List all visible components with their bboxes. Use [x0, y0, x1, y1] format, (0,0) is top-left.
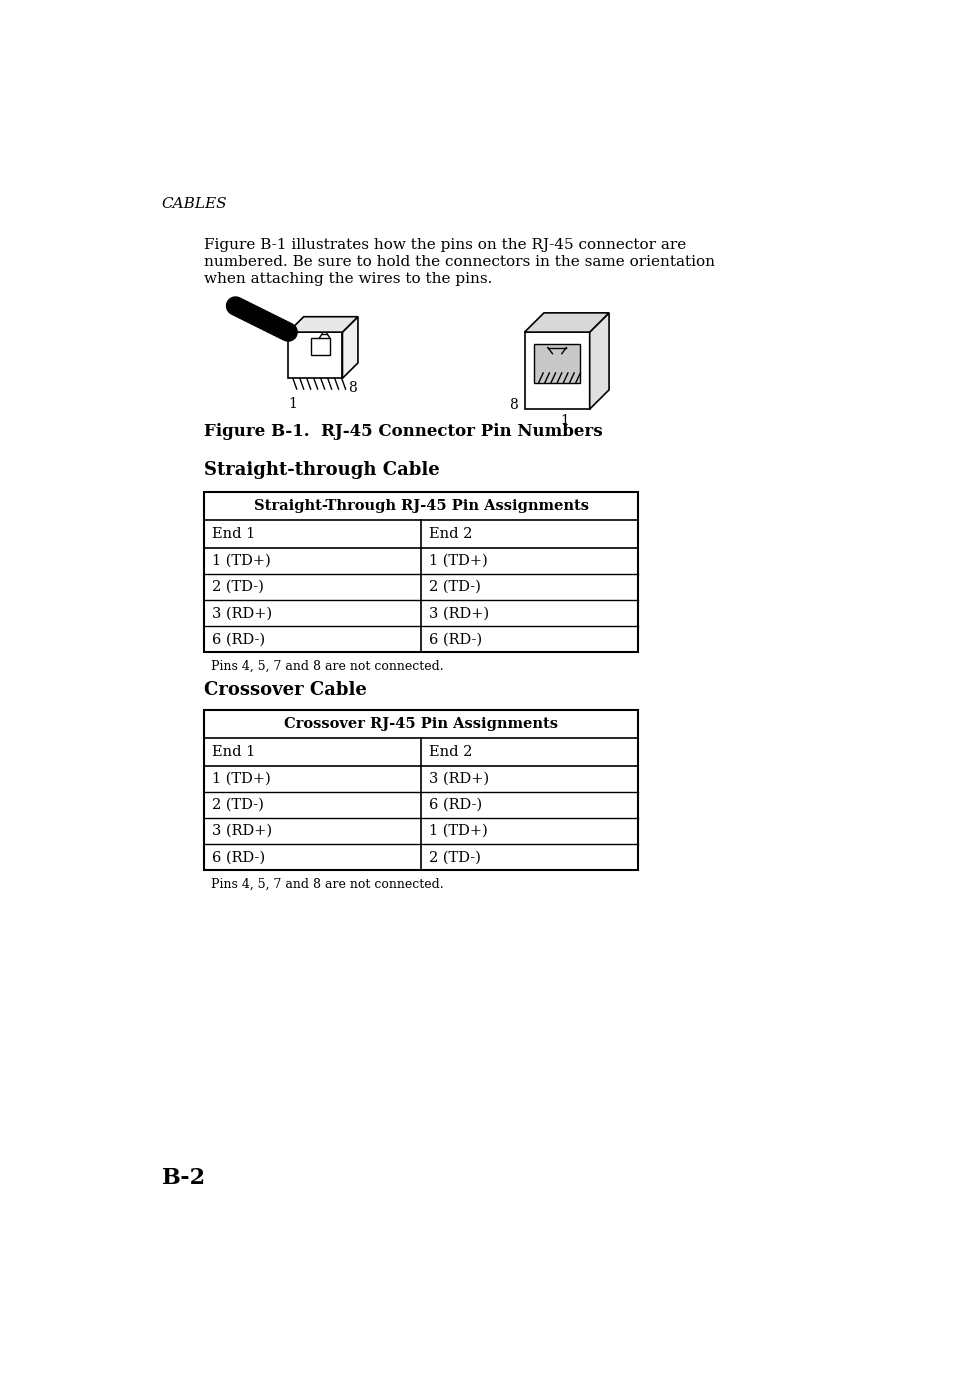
Text: 1: 1	[559, 414, 569, 428]
Text: 6 (RD-): 6 (RD-)	[429, 633, 482, 647]
Text: 3 (RD+): 3 (RD+)	[212, 824, 273, 838]
Text: 1 (TD+): 1 (TD+)	[212, 772, 271, 786]
Polygon shape	[524, 332, 589, 409]
Text: 6 (RD-): 6 (RD-)	[212, 633, 265, 647]
Text: 2 (TD-): 2 (TD-)	[212, 580, 264, 594]
Text: 6 (RD-): 6 (RD-)	[212, 851, 265, 865]
Text: 1: 1	[288, 397, 297, 411]
Text: B-2: B-2	[162, 1167, 206, 1190]
Text: 2 (TD-): 2 (TD-)	[429, 851, 480, 865]
Text: numbered. Be sure to hold the connectors in the same orientation: numbered. Be sure to hold the connectors…	[204, 255, 715, 269]
Text: when attaching the wires to the pins.: when attaching the wires to the pins.	[204, 272, 493, 286]
Text: Pins 4, 5, 7 and 8 are not connected.: Pins 4, 5, 7 and 8 are not connected.	[211, 879, 443, 891]
Text: Straight-Through RJ-45 Pin Assignments: Straight-Through RJ-45 Pin Assignments	[253, 500, 588, 514]
Polygon shape	[342, 316, 357, 379]
Text: 1 (TD+): 1 (TD+)	[212, 554, 271, 568]
Text: 8: 8	[348, 382, 356, 396]
Bar	[204, 711, 638, 870]
Text: Pins 4, 5, 7 and 8 are not connected.: Pins 4, 5, 7 and 8 are not connected.	[211, 661, 443, 673]
Text: Straight-through Cable: Straight-through Cable	[204, 461, 439, 479]
Text: 2 (TD-): 2 (TD-)	[212, 798, 264, 812]
Text: Crossover RJ-45 Pin Assignments: Crossover RJ-45 Pin Assignments	[284, 718, 558, 731]
Text: Crossover Cable: Crossover Cable	[204, 682, 367, 700]
Text: 1 (TD+): 1 (TD+)	[429, 824, 488, 838]
Polygon shape	[288, 316, 357, 332]
Text: 1 (TD+): 1 (TD+)	[429, 554, 488, 568]
Bar	[204, 493, 638, 652]
Text: CABLES: CABLES	[162, 197, 227, 211]
Text: End 1: End 1	[212, 527, 255, 541]
Polygon shape	[534, 344, 579, 383]
Polygon shape	[524, 312, 608, 332]
Text: 2 (TD-): 2 (TD-)	[429, 580, 480, 594]
Text: 3 (RD+): 3 (RD+)	[429, 772, 489, 786]
Text: 6 (RD-): 6 (RD-)	[429, 798, 482, 812]
Text: 3 (RD+): 3 (RD+)	[429, 607, 489, 620]
Text: End 2: End 2	[429, 745, 472, 759]
Polygon shape	[589, 312, 608, 409]
Text: End 1: End 1	[212, 745, 255, 759]
Polygon shape	[288, 332, 342, 379]
Text: 8: 8	[509, 398, 517, 412]
Text: Figure B-1 illustrates how the pins on the RJ-45 connector are: Figure B-1 illustrates how the pins on t…	[204, 239, 686, 253]
Text: End 2: End 2	[429, 527, 472, 541]
Text: Figure B-1.  RJ-45 Connector Pin Numbers: Figure B-1. RJ-45 Connector Pin Numbers	[204, 423, 602, 440]
Text: 3 (RD+): 3 (RD+)	[212, 607, 273, 620]
